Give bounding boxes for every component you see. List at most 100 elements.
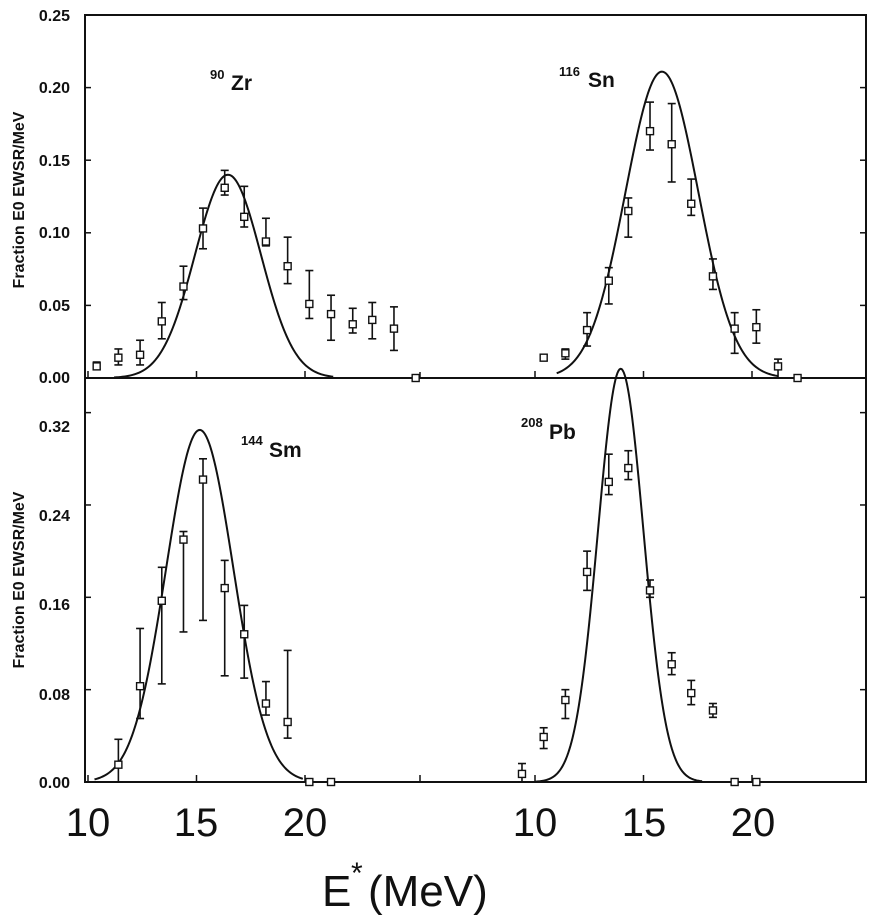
data-point-90zr: [348, 307, 357, 334]
point-marker: [261, 237, 271, 246]
fit-curve-90zr: [113, 173, 334, 379]
data-point-90zr: [220, 169, 229, 196]
data-point-208pb: [517, 762, 527, 783]
x-axis-title-superscript: *: [351, 857, 363, 890]
data-point-90zr: [411, 373, 420, 383]
data-point-116sn: [773, 358, 783, 379]
point-marker: [305, 299, 314, 309]
point-marker: [179, 282, 188, 291]
data-point-208pb: [624, 449, 633, 481]
point-marker: [517, 769, 527, 779]
data-point-116sn: [708, 258, 718, 291]
point-marker: [687, 199, 696, 208]
data-point-208pb: [561, 688, 570, 720]
nucleus-symbol: Zr: [231, 72, 252, 95]
fit-curve-208pb: [534, 367, 703, 783]
x-axis-title: E * (MeV): [322, 857, 488, 916]
point-marker: [645, 126, 655, 136]
data-point-116sn: [687, 178, 696, 217]
point-marker: [604, 477, 613, 487]
point-marker: [283, 717, 292, 727]
data-point-90zr: [305, 269, 314, 320]
point-marker: [240, 212, 249, 222]
data-point-90zr: [157, 301, 166, 340]
bottom-y-axis-title: Fraction E0 EWSR/MeV: [11, 491, 28, 668]
left-xtick-label: 10: [66, 801, 111, 845]
fit-curve-144sm: [94, 428, 304, 781]
point-marker: [389, 324, 399, 333]
data-point-144sm: [179, 530, 188, 633]
point-marker: [667, 140, 676, 149]
point-marker: [114, 760, 123, 769]
left-xtick-label: 15: [174, 801, 219, 845]
point-marker: [604, 276, 613, 285]
data-point-208pb: [604, 453, 613, 496]
data-point-90zr: [389, 306, 399, 352]
point-marker: [220, 183, 229, 192]
bottom-ytick-label: 0.08: [39, 687, 70, 704]
data-point-90zr: [261, 217, 271, 247]
axis-ticks: [85, 14, 866, 783]
data-point-116sn: [624, 197, 633, 238]
data-point-116sn: [793, 373, 802, 383]
fit-curve-116sn: [556, 70, 779, 378]
point-marker: [561, 695, 570, 705]
data-point-116sn: [730, 311, 739, 355]
point-marker: [752, 322, 761, 332]
nucleus-mass-number: 90: [210, 67, 224, 82]
point-marker: [730, 777, 739, 787]
nucleus-mass-number: 208: [521, 415, 543, 430]
top-y-axis: 0.00 0.05 0.10 0.15 0.20 0.25: [39, 8, 70, 387]
point-marker: [624, 206, 633, 216]
point-marker: [708, 706, 718, 715]
data-point-144sm: [283, 649, 292, 739]
data-point-144sm: [261, 680, 271, 716]
data-points: [92, 101, 802, 787]
data-point-144sm: [305, 777, 314, 787]
x-axis-title-unit: (MeV): [368, 867, 488, 916]
point-marker: [348, 320, 357, 329]
right-xtick-label: 10: [513, 801, 558, 845]
label-144sm: 144 Sm: [241, 433, 302, 462]
point-marker: [240, 630, 249, 639]
data-point-90zr: [240, 185, 249, 228]
point-marker: [179, 535, 188, 544]
data-point-144sm: [326, 777, 336, 787]
point-marker: [283, 261, 292, 271]
nucleus-symbol: Sn: [588, 69, 615, 92]
point-marker: [92, 362, 101, 371]
point-marker: [645, 586, 655, 595]
data-point-208pb: [752, 777, 761, 787]
data-point-116sn: [752, 308, 761, 344]
point-marker: [752, 777, 761, 787]
point-marker: [539, 732, 548, 742]
point-marker: [135, 350, 145, 359]
data-point-208pb: [708, 702, 718, 719]
top-ytick-label: 0.10: [39, 225, 70, 242]
data-point-116sn: [667, 102, 676, 183]
top-y-axis-title: Fraction E0 EWSR/MeV: [11, 111, 28, 288]
bottom-ytick-label: 0.16: [39, 597, 70, 614]
bottom-ytick-label: 0.00: [39, 775, 70, 792]
label-208pb: 208 Pb: [521, 415, 576, 444]
point-marker: [135, 681, 145, 691]
nucleus-mass-number: 144: [241, 433, 263, 448]
data-point-144sm: [220, 559, 229, 677]
label-116sn: 116 Sn: [559, 64, 615, 92]
top-ytick-label: 0.05: [39, 298, 70, 315]
point-marker: [582, 567, 592, 577]
data-point-144sm: [114, 738, 123, 783]
left-xtick-label: 20: [283, 801, 328, 845]
point-marker: [793, 373, 802, 383]
point-marker: [773, 362, 783, 371]
bottom-ytick-label: 0.32: [39, 419, 70, 436]
point-marker: [157, 596, 166, 605]
point-marker: [326, 309, 336, 319]
data-point-208pb: [730, 777, 739, 787]
data-point-90zr: [179, 265, 188, 301]
data-point-144sm: [135, 627, 145, 720]
data-point-90zr: [135, 339, 145, 366]
data-point-90zr: [114, 348, 123, 366]
point-marker: [198, 475, 208, 484]
bottom-ytick-label: 0.24: [39, 508, 70, 525]
